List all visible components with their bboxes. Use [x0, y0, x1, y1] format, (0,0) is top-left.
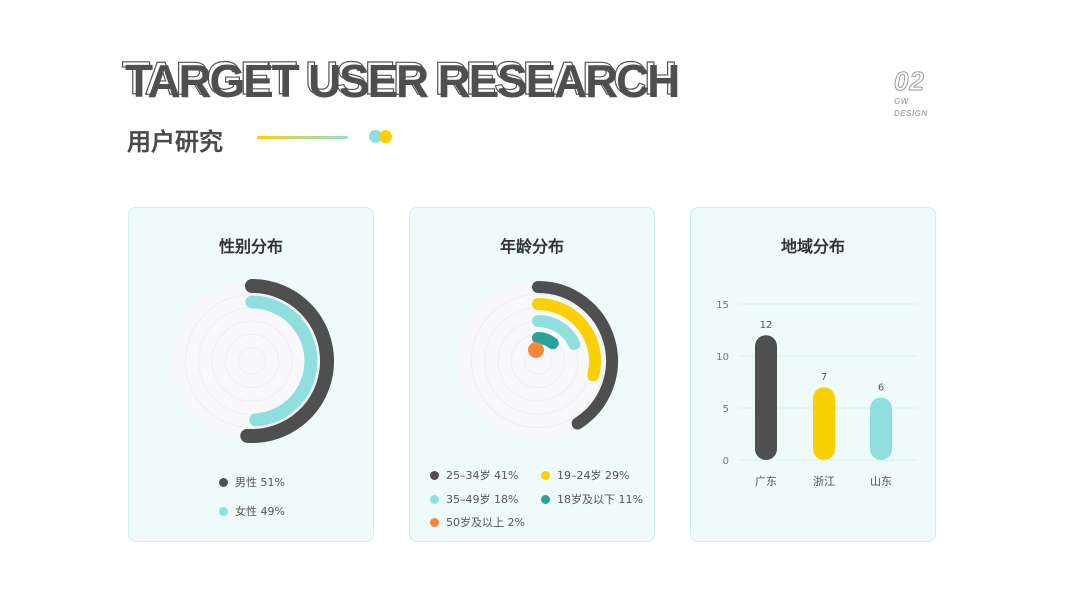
accent-dot-yellow: [379, 130, 392, 143]
gender-arc-1: [240, 279, 334, 443]
age-legend-item-1-swatch: [430, 470, 439, 480]
bar-山东: [870, 397, 892, 460]
y-tick-label: 15: [716, 300, 729, 311]
backdrop-ring: [238, 347, 266, 375]
age-card: 年龄分布 25–34岁 41% 19–24岁 29% 35–49岁 18% 18岁及以…: [409, 207, 655, 542]
gender-legend-item-1-swatch: [219, 477, 228, 487]
page-title-text: TARGET USER RESEARCH: [125, 55, 680, 107]
accent-gradient-line: [257, 136, 348, 139]
gender-ring-chart: [172, 279, 334, 443]
gender-legend-item-2-label: 女性 49%: [235, 505, 285, 518]
bar-广东: [755, 335, 777, 460]
gender-legend-item-2: 女性 49%: [219, 503, 285, 519]
age-card-title: 年龄分布: [499, 237, 564, 256]
bar-value-label: 12: [760, 320, 773, 331]
y-tick-label: 0: [723, 456, 729, 467]
accent-dot-cyan: [369, 130, 382, 143]
age-legend-item-2-label: 19–24岁 29%: [557, 469, 630, 482]
x-category-label: 广东: [755, 475, 777, 488]
age-arc-4: [532, 332, 559, 350]
region-bar-chart: 0 5 10 15 12 广东 7 浙江 6 山东: [716, 300, 917, 488]
backdrop-ring: [224, 333, 280, 389]
gender-card-title: 性别分布: [218, 237, 283, 256]
age-arc-1: [532, 281, 618, 430]
y-tick-label: 10: [716, 352, 729, 363]
gender-legend-item-1-label: 男性 51%: [235, 476, 285, 489]
age-legend-item-4-swatch: [541, 494, 550, 504]
age-arc-3: [532, 315, 581, 350]
region-card: 地域分布 0 5 10 15 12 广东 7 浙江 6 山东: [690, 207, 936, 542]
x-category-label: 浙江: [813, 475, 835, 488]
age-legend-item-3-swatch: [430, 494, 439, 504]
age-legend-item-4-label: 18岁及以下 11%: [557, 493, 643, 506]
gender-card: 性别分布 男性 51% 女性 49%: [128, 207, 374, 542]
age-legend-item-5: 50岁及以上 2%: [430, 514, 525, 530]
age-ring-chart: [458, 281, 618, 441]
bar-浙江: [813, 387, 835, 460]
page-title: TARGET USER RESEARCH TARGET USER RESEARC…: [121, 52, 725, 107]
x-category-label: 山东: [870, 475, 892, 488]
gender-legend-item-1: 男性 51%: [219, 474, 285, 490]
backdrop-ring: [211, 320, 293, 402]
age-legend-item-1-label: 25–34岁 41%: [446, 469, 519, 482]
y-tick-label: 5: [723, 404, 729, 415]
age-legend-item-5-label: 50岁及以上 2%: [446, 516, 525, 529]
page-subtitle: 用户研究: [127, 128, 223, 156]
brand-number: 02: [894, 66, 925, 97]
gender-arc-2: [245, 295, 318, 427]
brand-line-2: DESIGN: [894, 109, 928, 118]
backdrop-ring: [184, 293, 320, 429]
age-legend-item-2-swatch: [541, 470, 550, 480]
age-arc-2: [532, 298, 601, 382]
age-arc-5: [528, 342, 544, 358]
brand-mark: 02 GW DESIGN: [894, 66, 954, 120]
backdrop-ring: [470, 293, 606, 429]
brand-line-1: GW: [894, 97, 909, 106]
page-title-outline: TARGET USER RESEARCH: [121, 52, 678, 104]
bar-value-label: 6: [878, 383, 884, 394]
bar-value-label: 7: [821, 372, 827, 383]
age-legend-item-4: 18岁及以下 11%: [541, 491, 643, 507]
age-legend-item-3-label: 35–49岁 18%: [446, 493, 519, 506]
gender-legend-item-2-swatch: [219, 506, 228, 516]
age-legend-item-5-swatch: [430, 517, 439, 527]
region-card-title: 地域分布: [780, 237, 845, 256]
age-legend-item-2: 19–24岁 29%: [541, 467, 629, 483]
age-legend-item-1: 25–34岁 41%: [430, 467, 518, 483]
age-legend-item-3: 35–49岁 18%: [430, 491, 518, 507]
